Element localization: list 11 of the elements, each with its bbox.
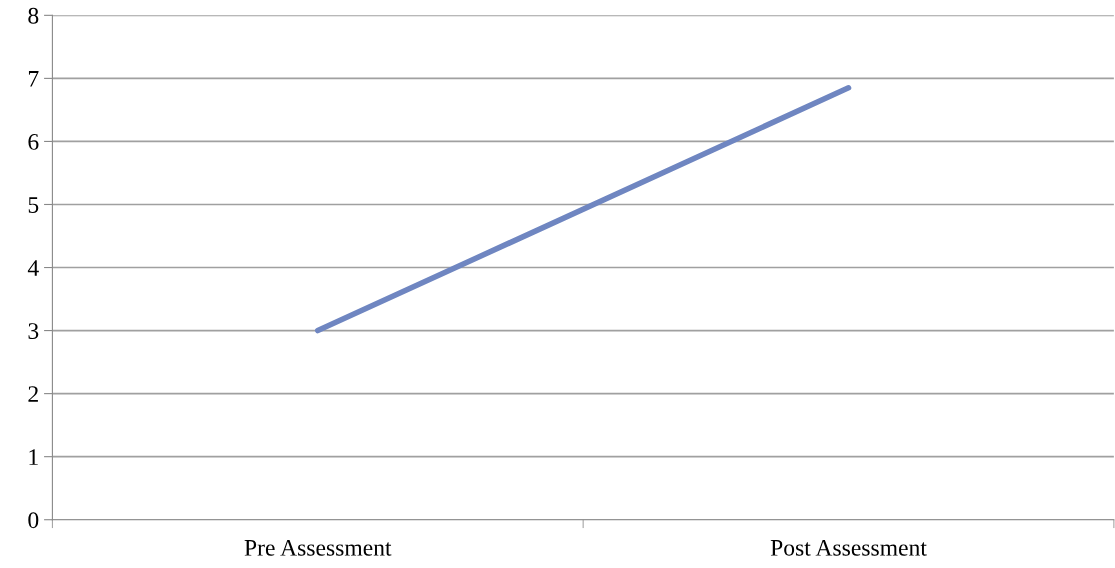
y-tick-label: 5 [28, 197, 39, 213]
y-tick-label: 8 [28, 7, 39, 24]
y-tick-label: 6 [28, 133, 39, 150]
y-tick-label: 1 [29, 449, 38, 465]
y-tick-label: 0 [28, 512, 39, 529]
y-tick-label: 7 [28, 71, 39, 87]
y-tick-label: 2 [28, 386, 38, 402]
x-tick-label: Post Assessment [770, 539, 927, 556]
y-tick-label: 3 [28, 323, 39, 339]
y-tick-label: 4 [27, 260, 39, 276]
x-tick-label: Pre Assessment [244, 539, 392, 556]
